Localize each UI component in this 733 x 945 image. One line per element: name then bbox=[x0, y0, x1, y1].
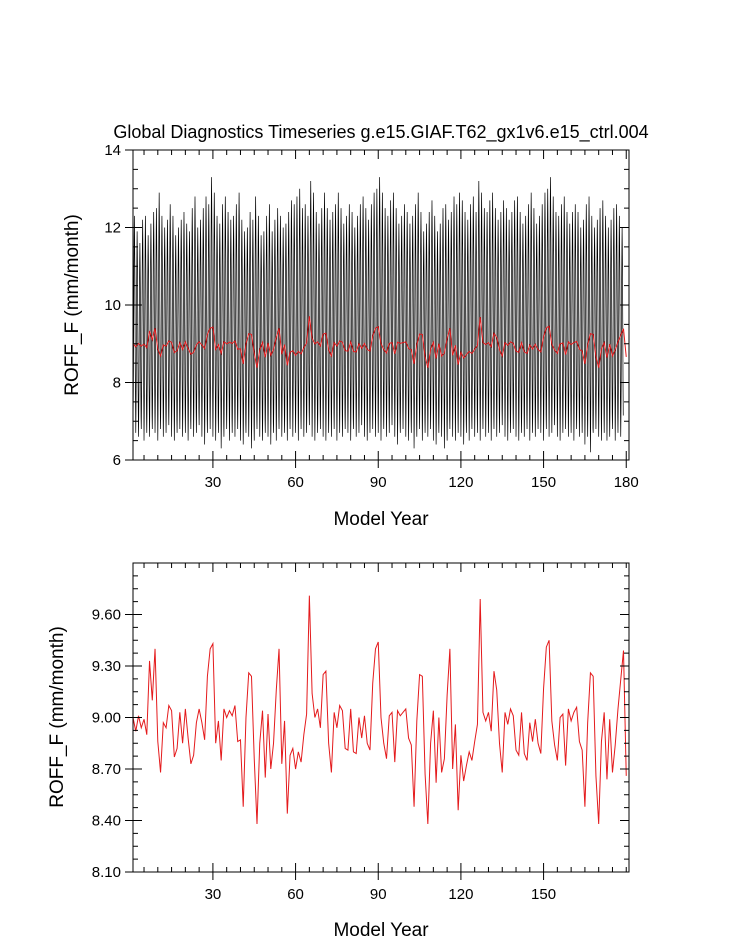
y-tick-label: 8.40 bbox=[92, 813, 121, 830]
x-tick-label: 120 bbox=[448, 474, 473, 491]
y-tick-label: 14 bbox=[104, 142, 121, 159]
y-tick-label: 12 bbox=[104, 220, 121, 237]
plot-title: Global Diagnostics Timeseries g.e15.GIAF… bbox=[113, 122, 648, 143]
series-annual-line bbox=[132, 595, 627, 824]
series-layer-top bbox=[132, 177, 627, 453]
x-tick-label: 30 bbox=[205, 886, 222, 903]
x-tick-label: 90 bbox=[370, 886, 387, 903]
ticks-layer-top: 30 60 90 120 150 180 6 8 10 12 14 bbox=[104, 142, 638, 491]
series-layer-bottom bbox=[132, 595, 627, 824]
y-tick-label: 9.60 bbox=[92, 607, 121, 624]
y-tick-label: 6 bbox=[113, 452, 121, 469]
y-tick-label: 8.10 bbox=[92, 864, 121, 881]
ticks-layer-bottom: 30 60 90 120 150 8.10 8.40 8.70 9.00 9.30 9.60 bbox=[92, 562, 629, 903]
x-tick-label: 60 bbox=[287, 474, 304, 491]
panel-top-roff-monthly-annual: Global Diagnostics Timeseries g.e15.GIAF… bbox=[62, 122, 649, 530]
panel-bottom-roff-annual: 30 60 90 120 150 8.10 8.40 8.70 9.00 9.30 9.60 Mod… bbox=[47, 562, 630, 941]
y-axis-title: ROFF_F (mm/month) bbox=[47, 626, 68, 808]
y-tick-label: 9.00 bbox=[92, 710, 121, 727]
x-axis-title: Model Year bbox=[333, 920, 429, 941]
y-tick-label: 10 bbox=[104, 297, 121, 314]
y-axis-title: ROFF_F (mm/month) bbox=[62, 214, 83, 396]
x-axis-title: Model Year bbox=[333, 509, 429, 530]
series-monthly-line bbox=[132, 177, 624, 453]
x-tick-label: 150 bbox=[531, 886, 556, 903]
series-annual-line bbox=[132, 316, 627, 368]
x-tick-label: 150 bbox=[531, 474, 556, 491]
y-tick-label: 8.70 bbox=[92, 761, 121, 778]
y-tick-label: 8 bbox=[113, 375, 121, 392]
x-tick-label: 120 bbox=[448, 886, 473, 903]
x-tick-label: 90 bbox=[370, 474, 387, 491]
x-tick-label: 60 bbox=[287, 886, 304, 903]
x-tick-label: 30 bbox=[205, 474, 222, 491]
x-tick-label: 180 bbox=[614, 474, 639, 491]
y-tick-label: 9.30 bbox=[92, 658, 121, 675]
